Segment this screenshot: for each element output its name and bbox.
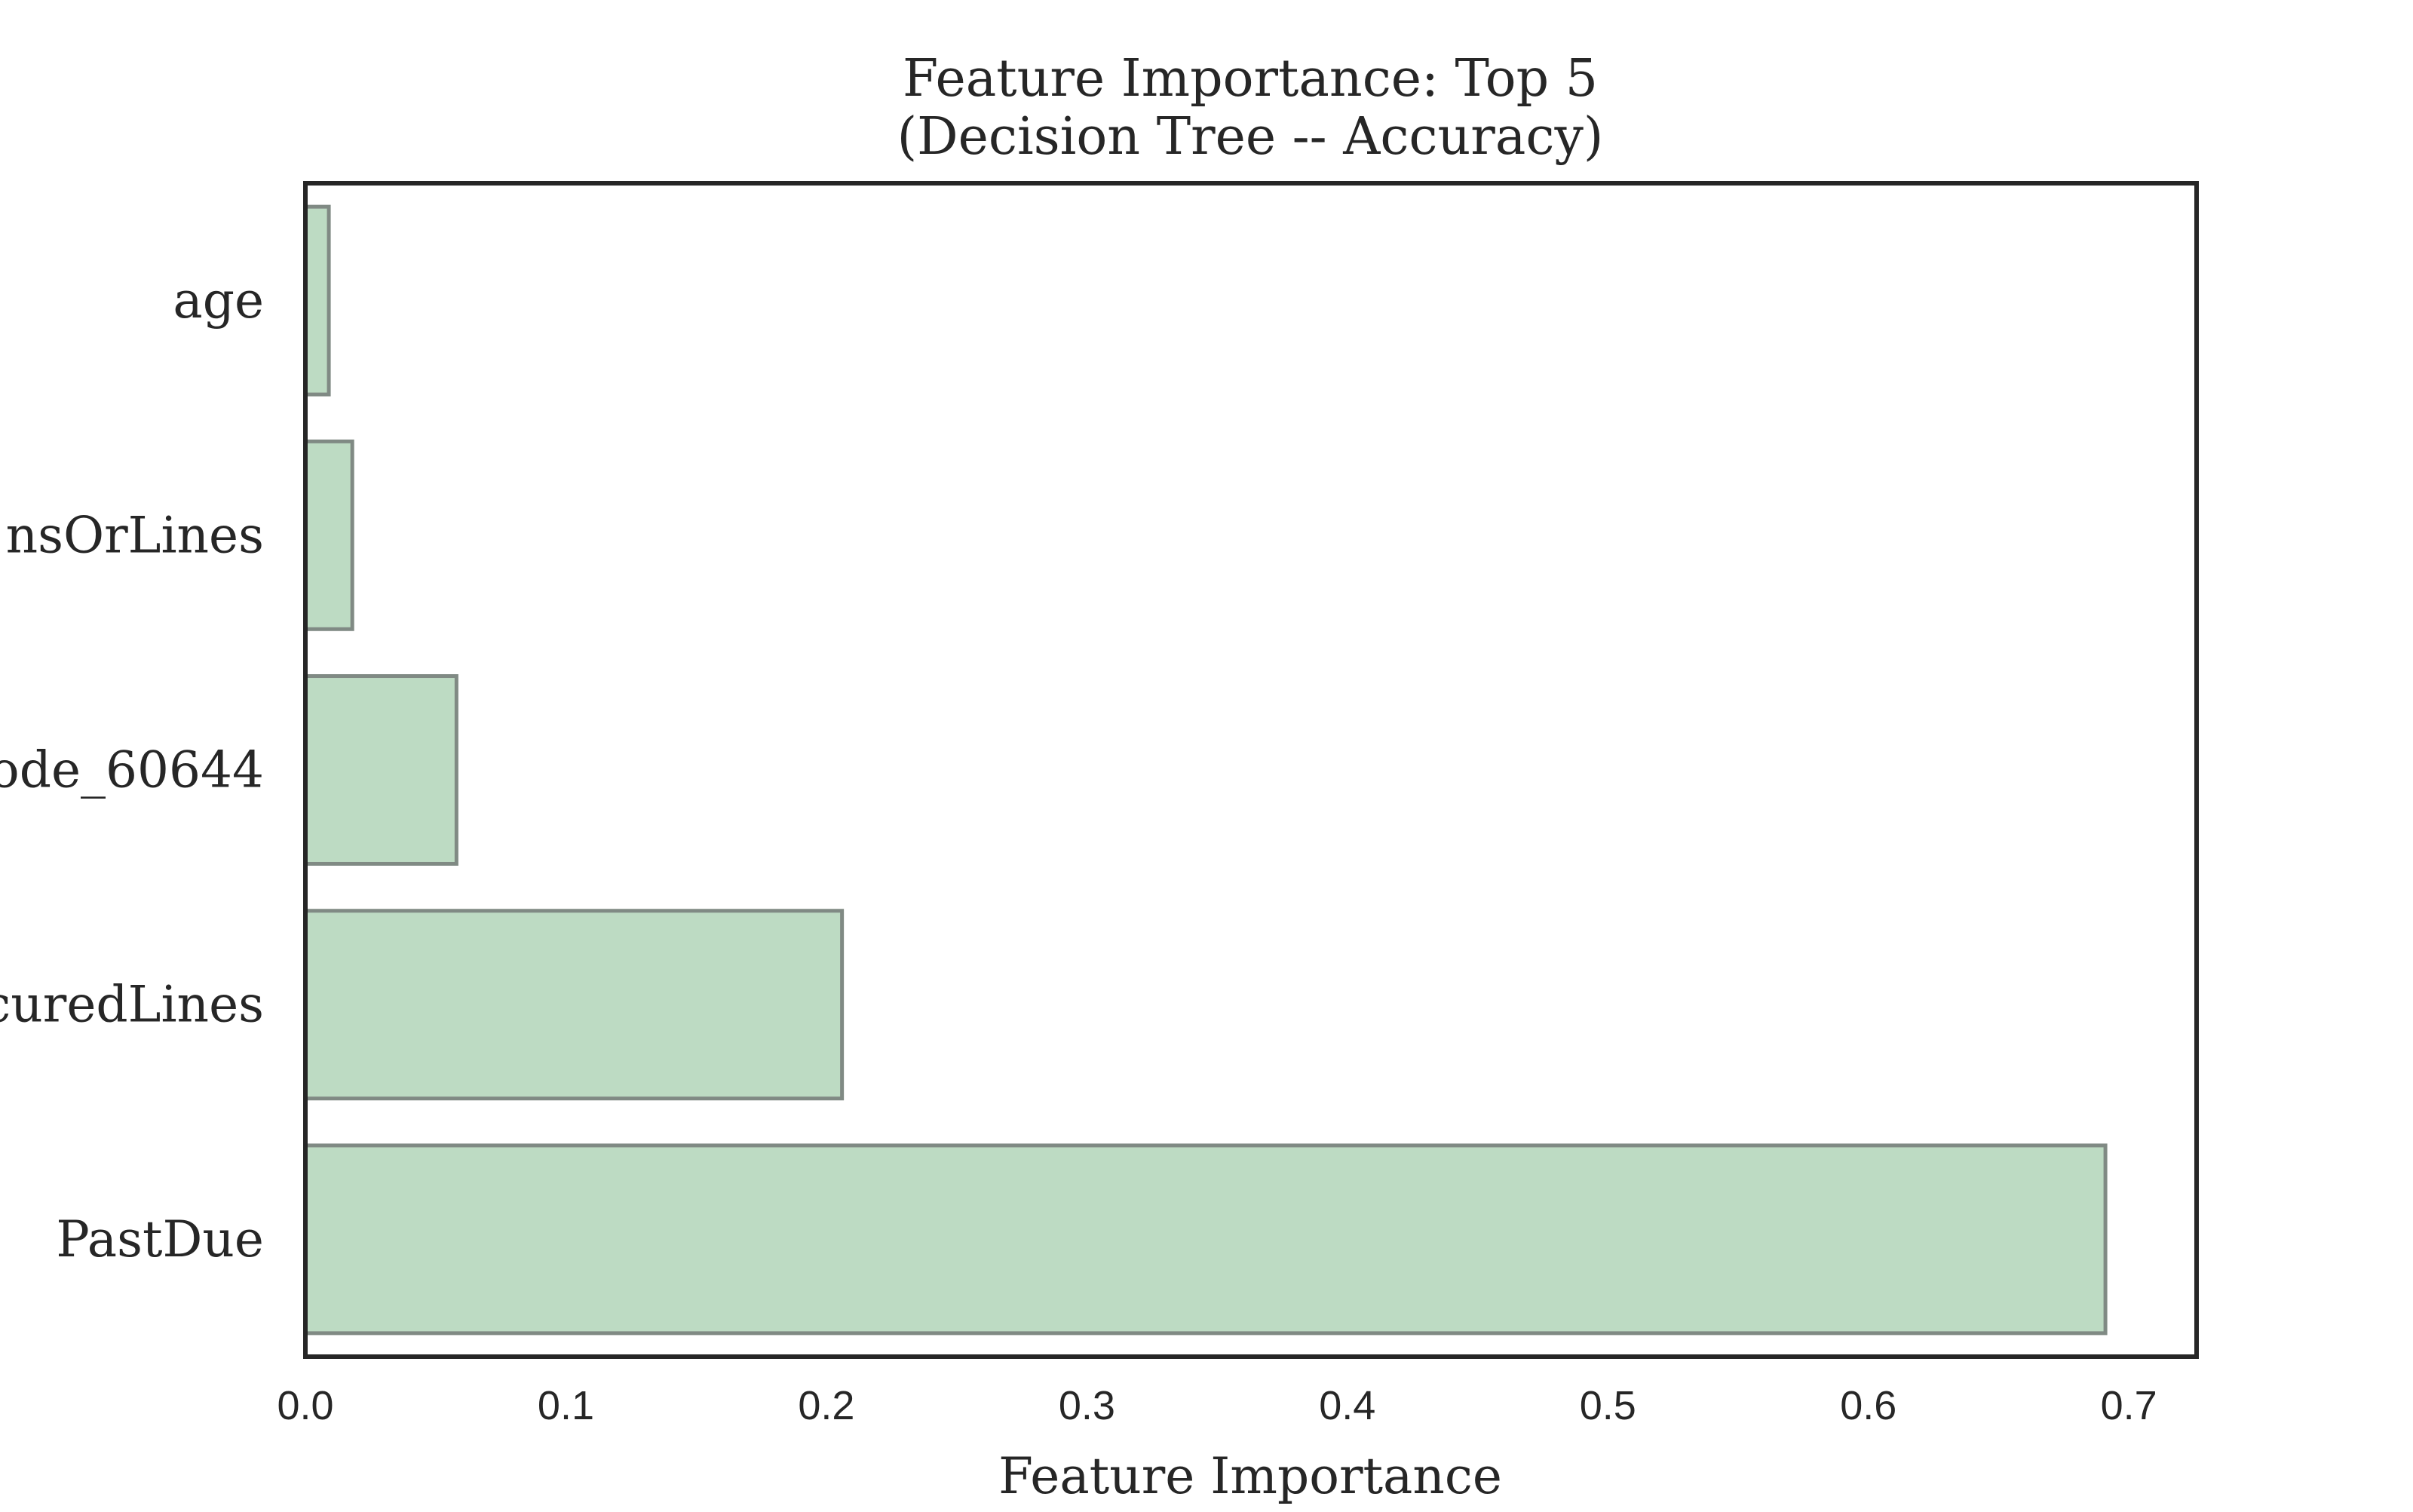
y-tick-label: ode_60644 [0,741,264,799]
x-axis-label: Feature Importance [998,1447,1502,1505]
x-tick-label: 0.0 [277,1383,333,1428]
bar-curedLines [303,909,845,1101]
bar-age [303,204,331,397]
x-tick-label: 0.1 [538,1383,594,1428]
bars-layer [303,204,2108,1336]
bar-PastDue [303,1143,2108,1336]
y-tick-label: curedLines [0,976,264,1034]
y-tick-label: age [173,271,264,330]
x-tick-labels: 0.0 0.1 0.2 0.3 0.4 0.5 0.6 0.7 [277,1383,2157,1428]
x-tick-label: 0.3 [1059,1383,1115,1428]
x-tick-label: 0.4 [1319,1383,1375,1428]
chart-title: Feature Importance: Top 5 [903,49,1598,109]
x-tick-label: 0.2 [798,1383,854,1428]
bar-nsOrLines [303,439,354,631]
chart-subtitle: (Decision Tree -- Accuracy) [897,107,1604,167]
y-tick-label: PastDue [56,1210,264,1268]
plot-frame [303,181,2199,1359]
y-tick-labels: age nsOrLines ode_60644 curedLines PastDue [0,271,264,1268]
x-tick-label: 0.6 [1840,1383,1896,1428]
x-tick-label: 0.5 [1580,1383,1636,1428]
y-tick-label: nsOrLines [6,506,264,564]
bar-ode_60644 [303,674,458,866]
x-tick-label: 0.7 [2101,1383,2157,1428]
